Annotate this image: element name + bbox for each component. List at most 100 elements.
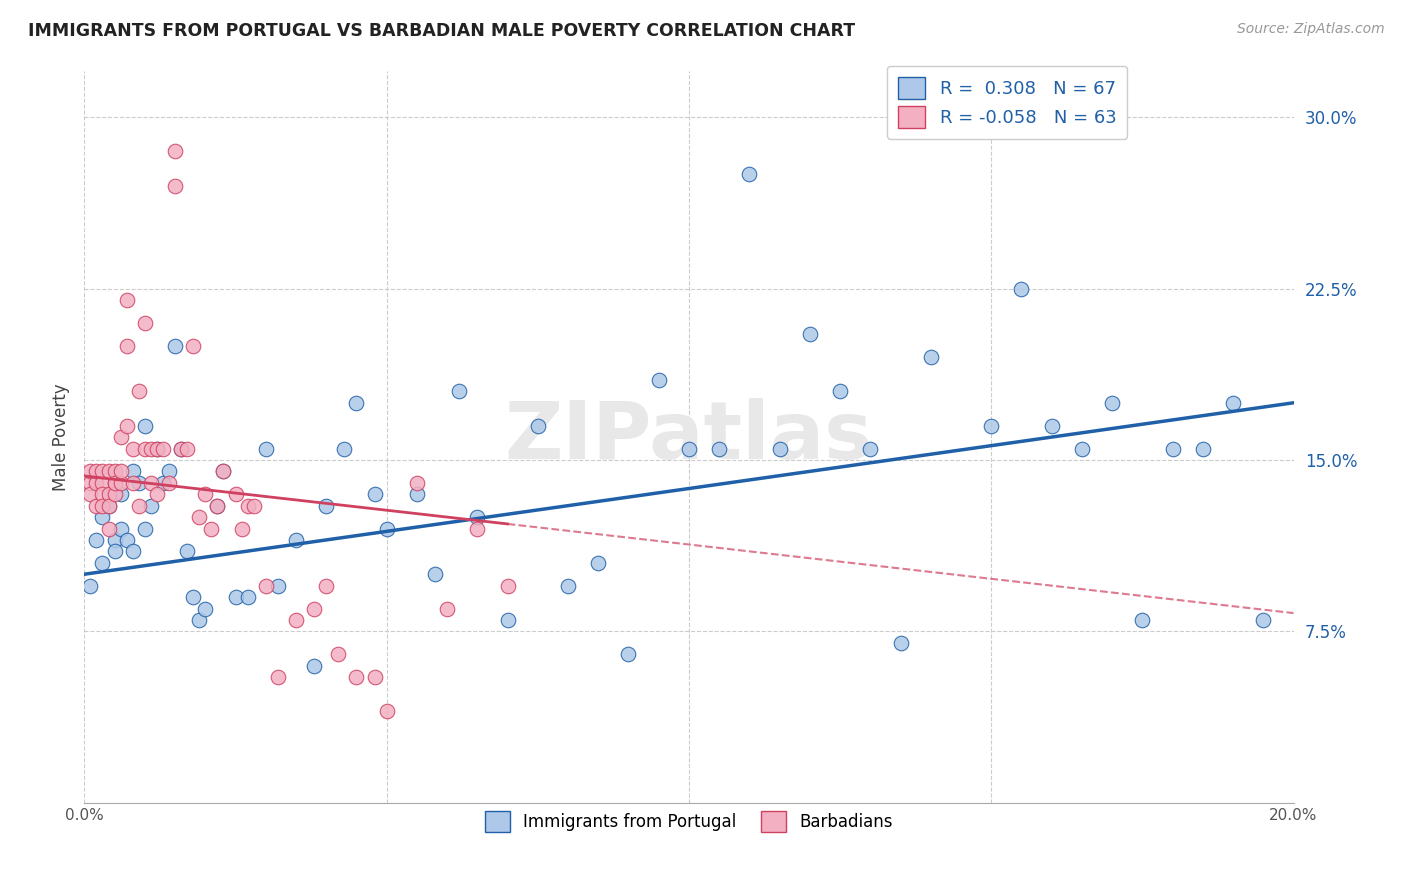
- Point: [231, 521, 253, 535]
- Point: [146, 442, 169, 456]
- Point: [86, 499, 108, 513]
- Point: [128, 384, 150, 399]
- Point: [104, 487, 127, 501]
- Point: [110, 475, 132, 490]
- Point: [617, 647, 640, 661]
- Point: [115, 293, 138, 307]
- Point: [104, 475, 127, 490]
- Point: [97, 499, 120, 513]
- Point: [181, 338, 204, 352]
- Point: [139, 499, 162, 513]
- Point: [170, 442, 193, 456]
- Point: [496, 579, 519, 593]
- Point: [104, 464, 127, 478]
- Point: [799, 327, 821, 342]
- Text: IMMIGRANTS FROM PORTUGAL VS BARBADIAN MALE POVERTY CORRELATION CHART: IMMIGRANTS FROM PORTUGAL VS BARBADIAN MA…: [28, 22, 855, 40]
- Point: [375, 705, 398, 719]
- Point: [86, 464, 108, 478]
- Point: [110, 464, 132, 478]
- Point: [254, 442, 277, 456]
- Point: [146, 487, 169, 501]
- Point: [1161, 442, 1184, 456]
- Point: [236, 590, 259, 604]
- Point: [139, 475, 162, 490]
- Point: [375, 521, 398, 535]
- Point: [134, 442, 156, 456]
- Point: [267, 670, 290, 684]
- Point: [79, 464, 101, 478]
- Point: [363, 487, 385, 501]
- Point: [346, 396, 368, 410]
- Point: [1253, 613, 1275, 627]
- Point: [436, 601, 458, 615]
- Point: [121, 442, 143, 456]
- Point: [97, 464, 120, 478]
- Point: [170, 442, 193, 456]
- Point: [236, 499, 259, 513]
- Point: [346, 670, 368, 684]
- Point: [152, 442, 174, 456]
- Point: [91, 475, 114, 490]
- Point: [104, 475, 127, 490]
- Point: [200, 521, 222, 535]
- Point: [242, 499, 264, 513]
- Point: [86, 533, 108, 547]
- Point: [769, 442, 792, 456]
- Point: [406, 487, 429, 501]
- Point: [134, 521, 156, 535]
- Point: [152, 475, 174, 490]
- Point: [1011, 281, 1033, 295]
- Point: [267, 579, 290, 593]
- Point: [449, 384, 471, 399]
- Point: [121, 544, 143, 558]
- Point: [1130, 613, 1153, 627]
- Point: [194, 601, 217, 615]
- Point: [91, 510, 114, 524]
- Point: [315, 499, 337, 513]
- Point: [79, 487, 101, 501]
- Point: [285, 533, 308, 547]
- Point: [467, 510, 489, 524]
- Point: [588, 556, 610, 570]
- Point: [110, 430, 132, 444]
- Point: [115, 533, 138, 547]
- Point: [134, 316, 156, 330]
- Point: [1071, 442, 1094, 456]
- Point: [97, 521, 120, 535]
- Point: [91, 499, 114, 513]
- Point: [328, 647, 350, 661]
- Point: [134, 418, 156, 433]
- Point: [830, 384, 852, 399]
- Point: [139, 442, 162, 456]
- Point: [104, 533, 127, 547]
- Point: [1040, 418, 1063, 433]
- Point: [110, 487, 132, 501]
- Point: [738, 167, 761, 181]
- Point: [91, 487, 114, 501]
- Point: [110, 521, 132, 535]
- Point: [97, 487, 120, 501]
- Point: [86, 475, 108, 490]
- Point: [496, 613, 519, 627]
- Y-axis label: Male Poverty: Male Poverty: [52, 384, 70, 491]
- Point: [176, 544, 198, 558]
- Point: [128, 499, 150, 513]
- Point: [115, 338, 138, 352]
- Point: [648, 373, 671, 387]
- Point: [467, 521, 489, 535]
- Point: [165, 145, 187, 159]
- Point: [165, 178, 187, 193]
- Point: [859, 442, 882, 456]
- Point: [920, 350, 942, 364]
- Point: [890, 636, 912, 650]
- Point: [285, 613, 308, 627]
- Point: [207, 499, 229, 513]
- Point: [176, 442, 198, 456]
- Point: [157, 475, 180, 490]
- Text: Source: ZipAtlas.com: Source: ZipAtlas.com: [1237, 22, 1385, 37]
- Point: [188, 510, 211, 524]
- Point: [225, 590, 247, 604]
- Point: [557, 579, 579, 593]
- Point: [333, 442, 356, 456]
- Text: ZIPatlas: ZIPatlas: [505, 398, 873, 476]
